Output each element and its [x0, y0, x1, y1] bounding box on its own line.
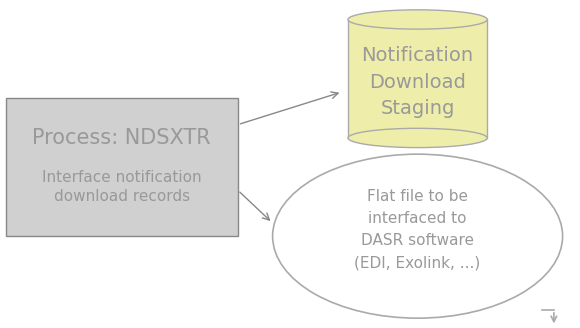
Text: Interface notification
download records: Interface notification download records: [42, 170, 202, 204]
Ellipse shape: [348, 128, 487, 148]
Text: Flat file to be
interfaced to
DASR software
(EDI, Exolink, ...): Flat file to be interfaced to DASR softw…: [354, 189, 481, 270]
Text: Notification
Download
Staging: Notification Download Staging: [361, 46, 474, 118]
FancyBboxPatch shape: [6, 98, 238, 236]
Ellipse shape: [348, 10, 487, 29]
Ellipse shape: [273, 154, 563, 318]
Text: Process: NDSXTR: Process: NDSXTR: [32, 128, 211, 148]
Polygon shape: [348, 19, 487, 138]
